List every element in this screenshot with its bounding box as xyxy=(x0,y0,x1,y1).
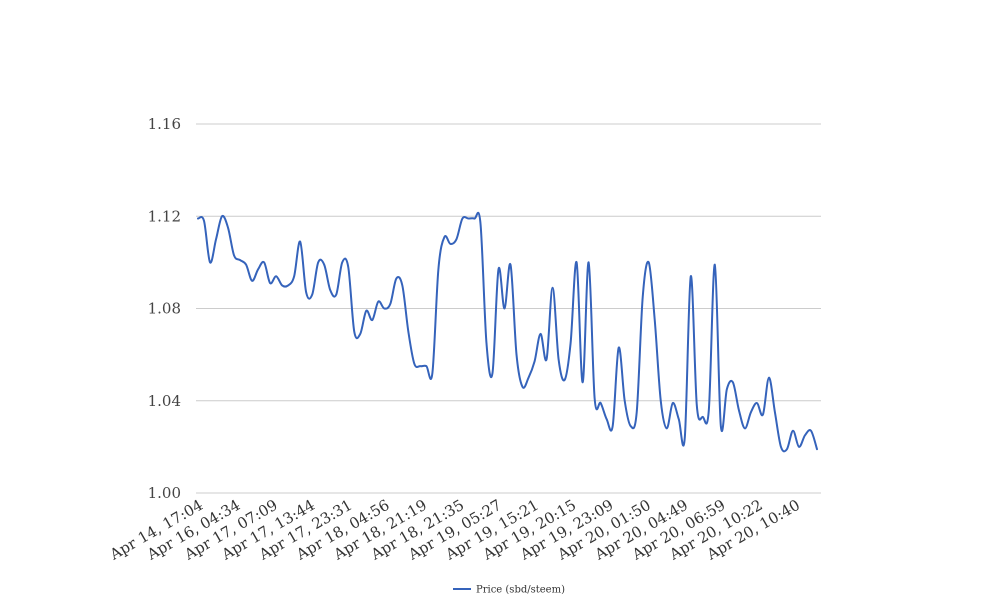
series-line-price xyxy=(197,211,818,453)
legend-label: Price (sbd/steem) xyxy=(476,585,565,596)
legend: Price (sbd/steem) xyxy=(453,585,565,596)
y-tick-label: 1.08 xyxy=(148,300,181,318)
y-tick-label: 1.12 xyxy=(148,207,181,225)
y-tick-label: 1.04 xyxy=(148,392,181,410)
gridlines xyxy=(196,123,821,494)
y-tick-label: 1.00 xyxy=(148,484,181,502)
y-tick-label: 1.16 xyxy=(148,115,181,133)
y-axis-ticks: 1.00 1.04 1.08 1.12 1.16 xyxy=(148,115,181,502)
series-lines xyxy=(197,211,818,453)
